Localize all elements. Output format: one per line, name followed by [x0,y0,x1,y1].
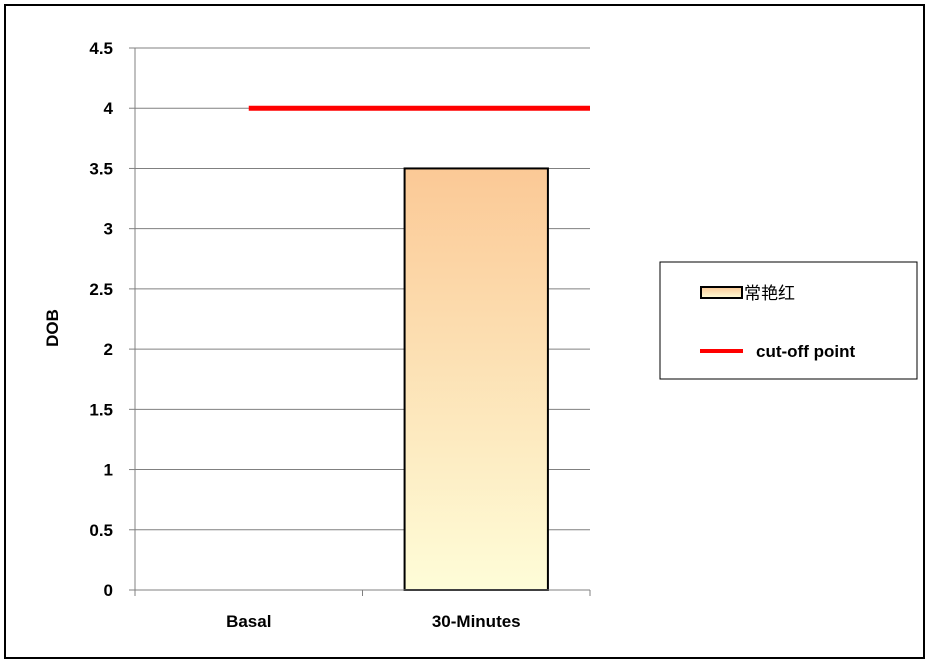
y-tick-label: 1.5 [89,400,113,419]
chart-frame: 0 0.5 1 1.5 2 2.5 3 3.5 4 4.5 Basal 30-Minutes DOB… [4,4,925,659]
legend-swatch-bar [700,286,743,299]
y-tick-label: 4 [104,99,114,118]
y-tick-label: 3 [104,220,113,239]
x-tick-label: Basal [226,612,271,631]
bar [403,167,549,591]
bars [403,167,549,591]
legend-box [659,261,918,380]
legend: 常艳红 cut-off point [659,261,918,380]
x-tick-labels: Basal 30-Minutes [226,612,521,631]
y-tick-label: 1 [104,461,113,480]
y-tick-labels: 0 0.5 1 1.5 2 2.5 3 3.5 4 4.5 [89,39,113,600]
y-axis-title: DOB [43,309,62,347]
y-tick-label: 0.5 [89,521,113,540]
y-tick-label: 2.5 [89,280,113,299]
y-tick-label: 0 [104,581,113,600]
legend-label-bar: 常艳红 [744,284,795,303]
legend-label-line: cut-off point [756,342,855,361]
y-tick-label: 4.5 [89,39,113,58]
chart-svg: 0 0.5 1 1.5 2 2.5 3 3.5 4 4.5 Basal 30-Minutes DOB… [43,39,918,631]
y-tick-label: 2 [104,340,113,359]
axes [134,48,591,596]
x-tick-label: 30-Minutes [432,612,521,631]
y-tick-label: 3.5 [89,159,113,178]
